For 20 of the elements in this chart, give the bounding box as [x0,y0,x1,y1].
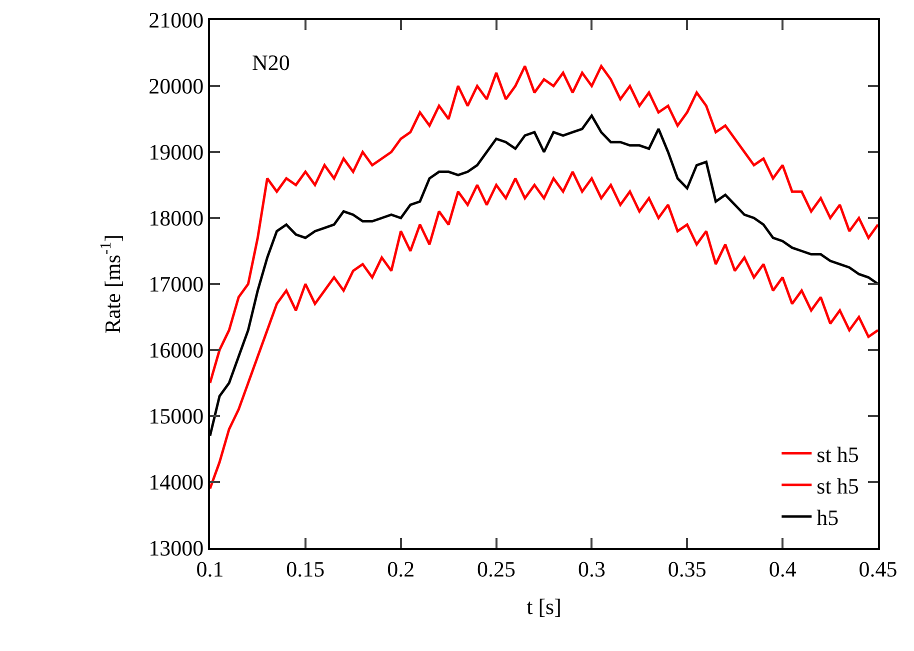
y-tick-label: 14000 [148,470,204,495]
x-tick-label: 0.15 [286,556,325,582]
x-tick-label: 0.25 [477,556,516,582]
x-tick-label: 0.45 [858,556,898,582]
y-tick-label: 17000 [148,272,204,297]
x-tick-label: 0.4 [768,556,796,582]
legend-label: st h5 [816,473,859,498]
x-tick-label: 0.3 [578,556,606,582]
y-tick-label: 16000 [148,338,204,363]
y-tick-label: 19000 [148,140,204,165]
x-tick-label: 0.2 [387,556,415,582]
annotation: N20 [252,50,290,75]
x-tick-label: 0.35 [668,556,706,582]
x-axis-title: t [s] [526,594,562,619]
y-tick-label: 21000 [148,8,204,33]
y-tick-label: 18000 [148,206,204,231]
y-tick-label: 20000 [148,74,204,99]
y-tick-label: 15000 [148,404,204,429]
legend-label: h5 [816,505,839,530]
legend-label: st h5 [816,442,859,467]
